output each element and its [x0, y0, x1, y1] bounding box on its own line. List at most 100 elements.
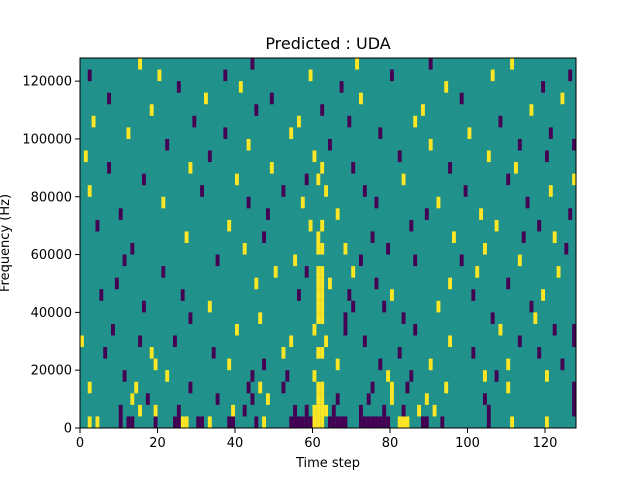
- heatmap-cell: [149, 104, 154, 116]
- heatmap-cell: [545, 416, 549, 428]
- heatmap-cell: [572, 138, 577, 151]
- heatmap-cell: [467, 127, 472, 139]
- heatmap-cell: [297, 115, 301, 128]
- heatmap-cell: [320, 266, 325, 278]
- y-axis-label: Frequency (Hz): [0, 194, 13, 292]
- heatmap-cell: [111, 323, 115, 336]
- heatmap-cell: [510, 416, 515, 428]
- heatmap-cell: [339, 81, 344, 93]
- heatmap-cell: [312, 416, 317, 428]
- heatmap-cell: [231, 416, 236, 428]
- heatmap-cell: [262, 416, 267, 428]
- heatmap-cell: [320, 219, 325, 232]
- heatmap-cell: [107, 92, 112, 105]
- heatmap-cell: [207, 150, 212, 163]
- heatmap-cell: [572, 393, 577, 405]
- heatmap-cell: [281, 347, 286, 359]
- heatmap-cell: [215, 254, 220, 267]
- heatmap-cell: [200, 185, 205, 197]
- heatmap-cell: [83, 150, 88, 163]
- heatmap-cell: [297, 289, 301, 301]
- heatmap-cell: [312, 370, 317, 382]
- heatmap-cell: [556, 266, 561, 278]
- y-axis-ticks: 0 20000 40000 60000 80000 100000 120000: [22, 75, 80, 437]
- heatmap-cell: [382, 416, 387, 428]
- heatmap-cell: [238, 81, 243, 93]
- heatmap-cell: [204, 92, 208, 105]
- heatmap-cell: [409, 370, 414, 382]
- heatmap-cell: [424, 393, 429, 405]
- heatmap-cell: [572, 404, 577, 417]
- heatmap-cell: [200, 416, 205, 428]
- heatmap-cell: [386, 243, 391, 255]
- heatmap-cell: [235, 173, 239, 186]
- heatmap-cell: [122, 370, 127, 382]
- heatmap-cell: [316, 381, 321, 394]
- heatmap-cell: [359, 254, 363, 267]
- heatmap-cell: [138, 58, 143, 70]
- heatmap-cell: [126, 416, 131, 428]
- heatmap-cell: [401, 312, 406, 324]
- heatmap-cell: [486, 404, 491, 417]
- heatmap-cell: [134, 381, 139, 394]
- x-axis-ticks: 0 20 40 60 80 100 120: [76, 428, 557, 451]
- heatmap-cell: [227, 358, 232, 371]
- heatmap-cell: [359, 92, 363, 105]
- heatmap-cell: [316, 231, 321, 243]
- heatmap-cell: [285, 370, 290, 382]
- heatmap-cell: [103, 347, 108, 359]
- heatmap-cell: [118, 416, 123, 428]
- heatmap-cell: [254, 104, 259, 116]
- heatmap-cell: [568, 69, 573, 82]
- heatmap-cell: [211, 347, 216, 359]
- heatmap-cell: [490, 312, 495, 324]
- y-tick-label: 40000: [31, 306, 72, 321]
- heatmap-cell: [118, 208, 123, 220]
- heatmap-cell: [413, 254, 418, 267]
- heatmap-cell: [428, 58, 433, 70]
- heatmap-cell: [118, 404, 123, 417]
- heatmap-cells: [80, 58, 577, 428]
- heatmap-cell: [312, 150, 317, 163]
- heatmap-cell: [541, 81, 546, 93]
- heatmap-cell: [130, 416, 135, 428]
- heatmap-cell: [428, 358, 433, 371]
- heatmap-cell: [541, 289, 546, 301]
- heatmap-cell: [324, 404, 329, 417]
- heatmap-cell: [335, 358, 340, 371]
- heatmap-cell: [401, 404, 406, 417]
- plot-background: [80, 58, 576, 428]
- heatmap-cell: [397, 347, 402, 359]
- x-tick-label: 0: [76, 436, 84, 451]
- heatmap-cell: [304, 404, 309, 417]
- heatmap-cell: [138, 404, 143, 417]
- heatmap-cell: [176, 404, 181, 417]
- heatmap-cell: [405, 381, 410, 394]
- heatmap-cell: [510, 58, 515, 70]
- heatmap-cell: [231, 404, 236, 417]
- heatmap-cell: [142, 173, 146, 186]
- heatmap-cell: [390, 393, 394, 405]
- heatmap-cell: [440, 416, 445, 428]
- heatmap-cell: [138, 335, 143, 348]
- heatmap-cell: [370, 381, 375, 394]
- heatmap-cell: [548, 185, 553, 197]
- x-tick-label: 20: [149, 436, 166, 451]
- heatmap-cell: [320, 277, 325, 290]
- heatmap-cell: [378, 358, 383, 371]
- heatmap-cell: [188, 162, 193, 174]
- heatmap-cell: [355, 58, 360, 70]
- heatmap-cell: [107, 162, 112, 174]
- heatmap-cell: [483, 370, 487, 382]
- heatmap-cell: [424, 416, 429, 428]
- heatmap-cell: [246, 381, 251, 394]
- heatmap-cell: [448, 335, 453, 348]
- heatmap-cell: [308, 219, 313, 232]
- heatmap-cell: [436, 300, 441, 313]
- heatmap-cell: [552, 231, 557, 243]
- heatmap-cell: [552, 323, 557, 336]
- heatmap-cell: [343, 243, 348, 255]
- heatmap-cell: [149, 347, 154, 359]
- heatmap-cell: [250, 393, 255, 405]
- heatmap-cell: [390, 381, 394, 394]
